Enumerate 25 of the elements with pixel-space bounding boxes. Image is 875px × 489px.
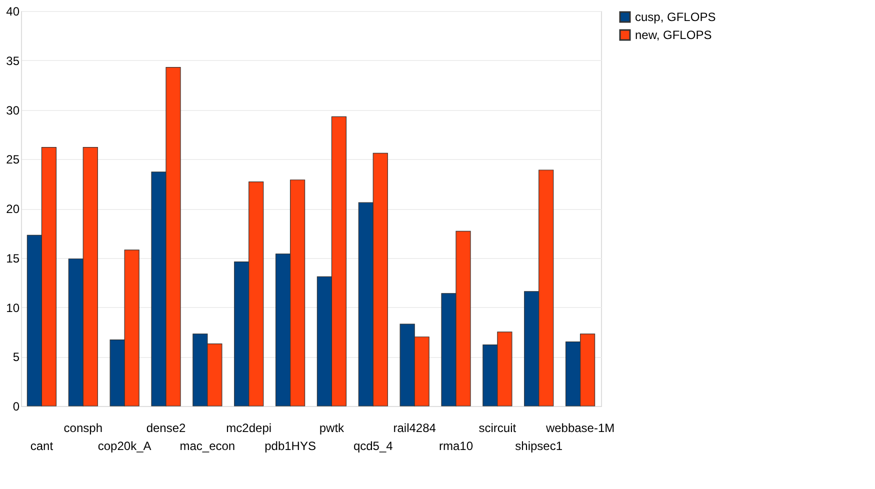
x-tick-label: dense2 xyxy=(146,421,186,435)
x-tick-label: webbase-1M xyxy=(544,421,615,435)
y-tick-label: 10 xyxy=(6,300,20,315)
legend-label: new, GFLOPS xyxy=(635,28,712,42)
x-tick-label: qcd5_4 xyxy=(353,439,394,453)
y-tick-label: 30 xyxy=(6,103,20,118)
x-tick-label: mac_econ xyxy=(180,439,236,453)
x-tick-label: pdb1HYS xyxy=(264,439,316,453)
x-tick-label: scircuit xyxy=(478,421,517,435)
y-tick-label: 20 xyxy=(6,202,20,216)
y-tick-label: 0 xyxy=(12,400,20,414)
legend-label: cusp, GFLOPS xyxy=(635,10,716,24)
x-tick-label: consph xyxy=(64,421,102,435)
x-tick-label: cant xyxy=(30,439,54,453)
x-tick-label: mc2depi xyxy=(226,421,272,435)
y-tick-label: 35 xyxy=(6,54,20,68)
x-tick-label: rma10 xyxy=(438,439,474,453)
x-tick-label: rail4284 xyxy=(393,421,436,435)
y-tick-label: 15 xyxy=(6,251,20,266)
x-tick-label: shipsec1 xyxy=(515,439,563,453)
y-tick-label: 40 xyxy=(6,4,20,18)
y-tick-label: 25 xyxy=(6,152,20,167)
x-tick-label: pwtk xyxy=(319,421,346,435)
x-tick-label: cop20k_A xyxy=(98,439,152,453)
y-tick-label: 5 xyxy=(12,350,20,364)
